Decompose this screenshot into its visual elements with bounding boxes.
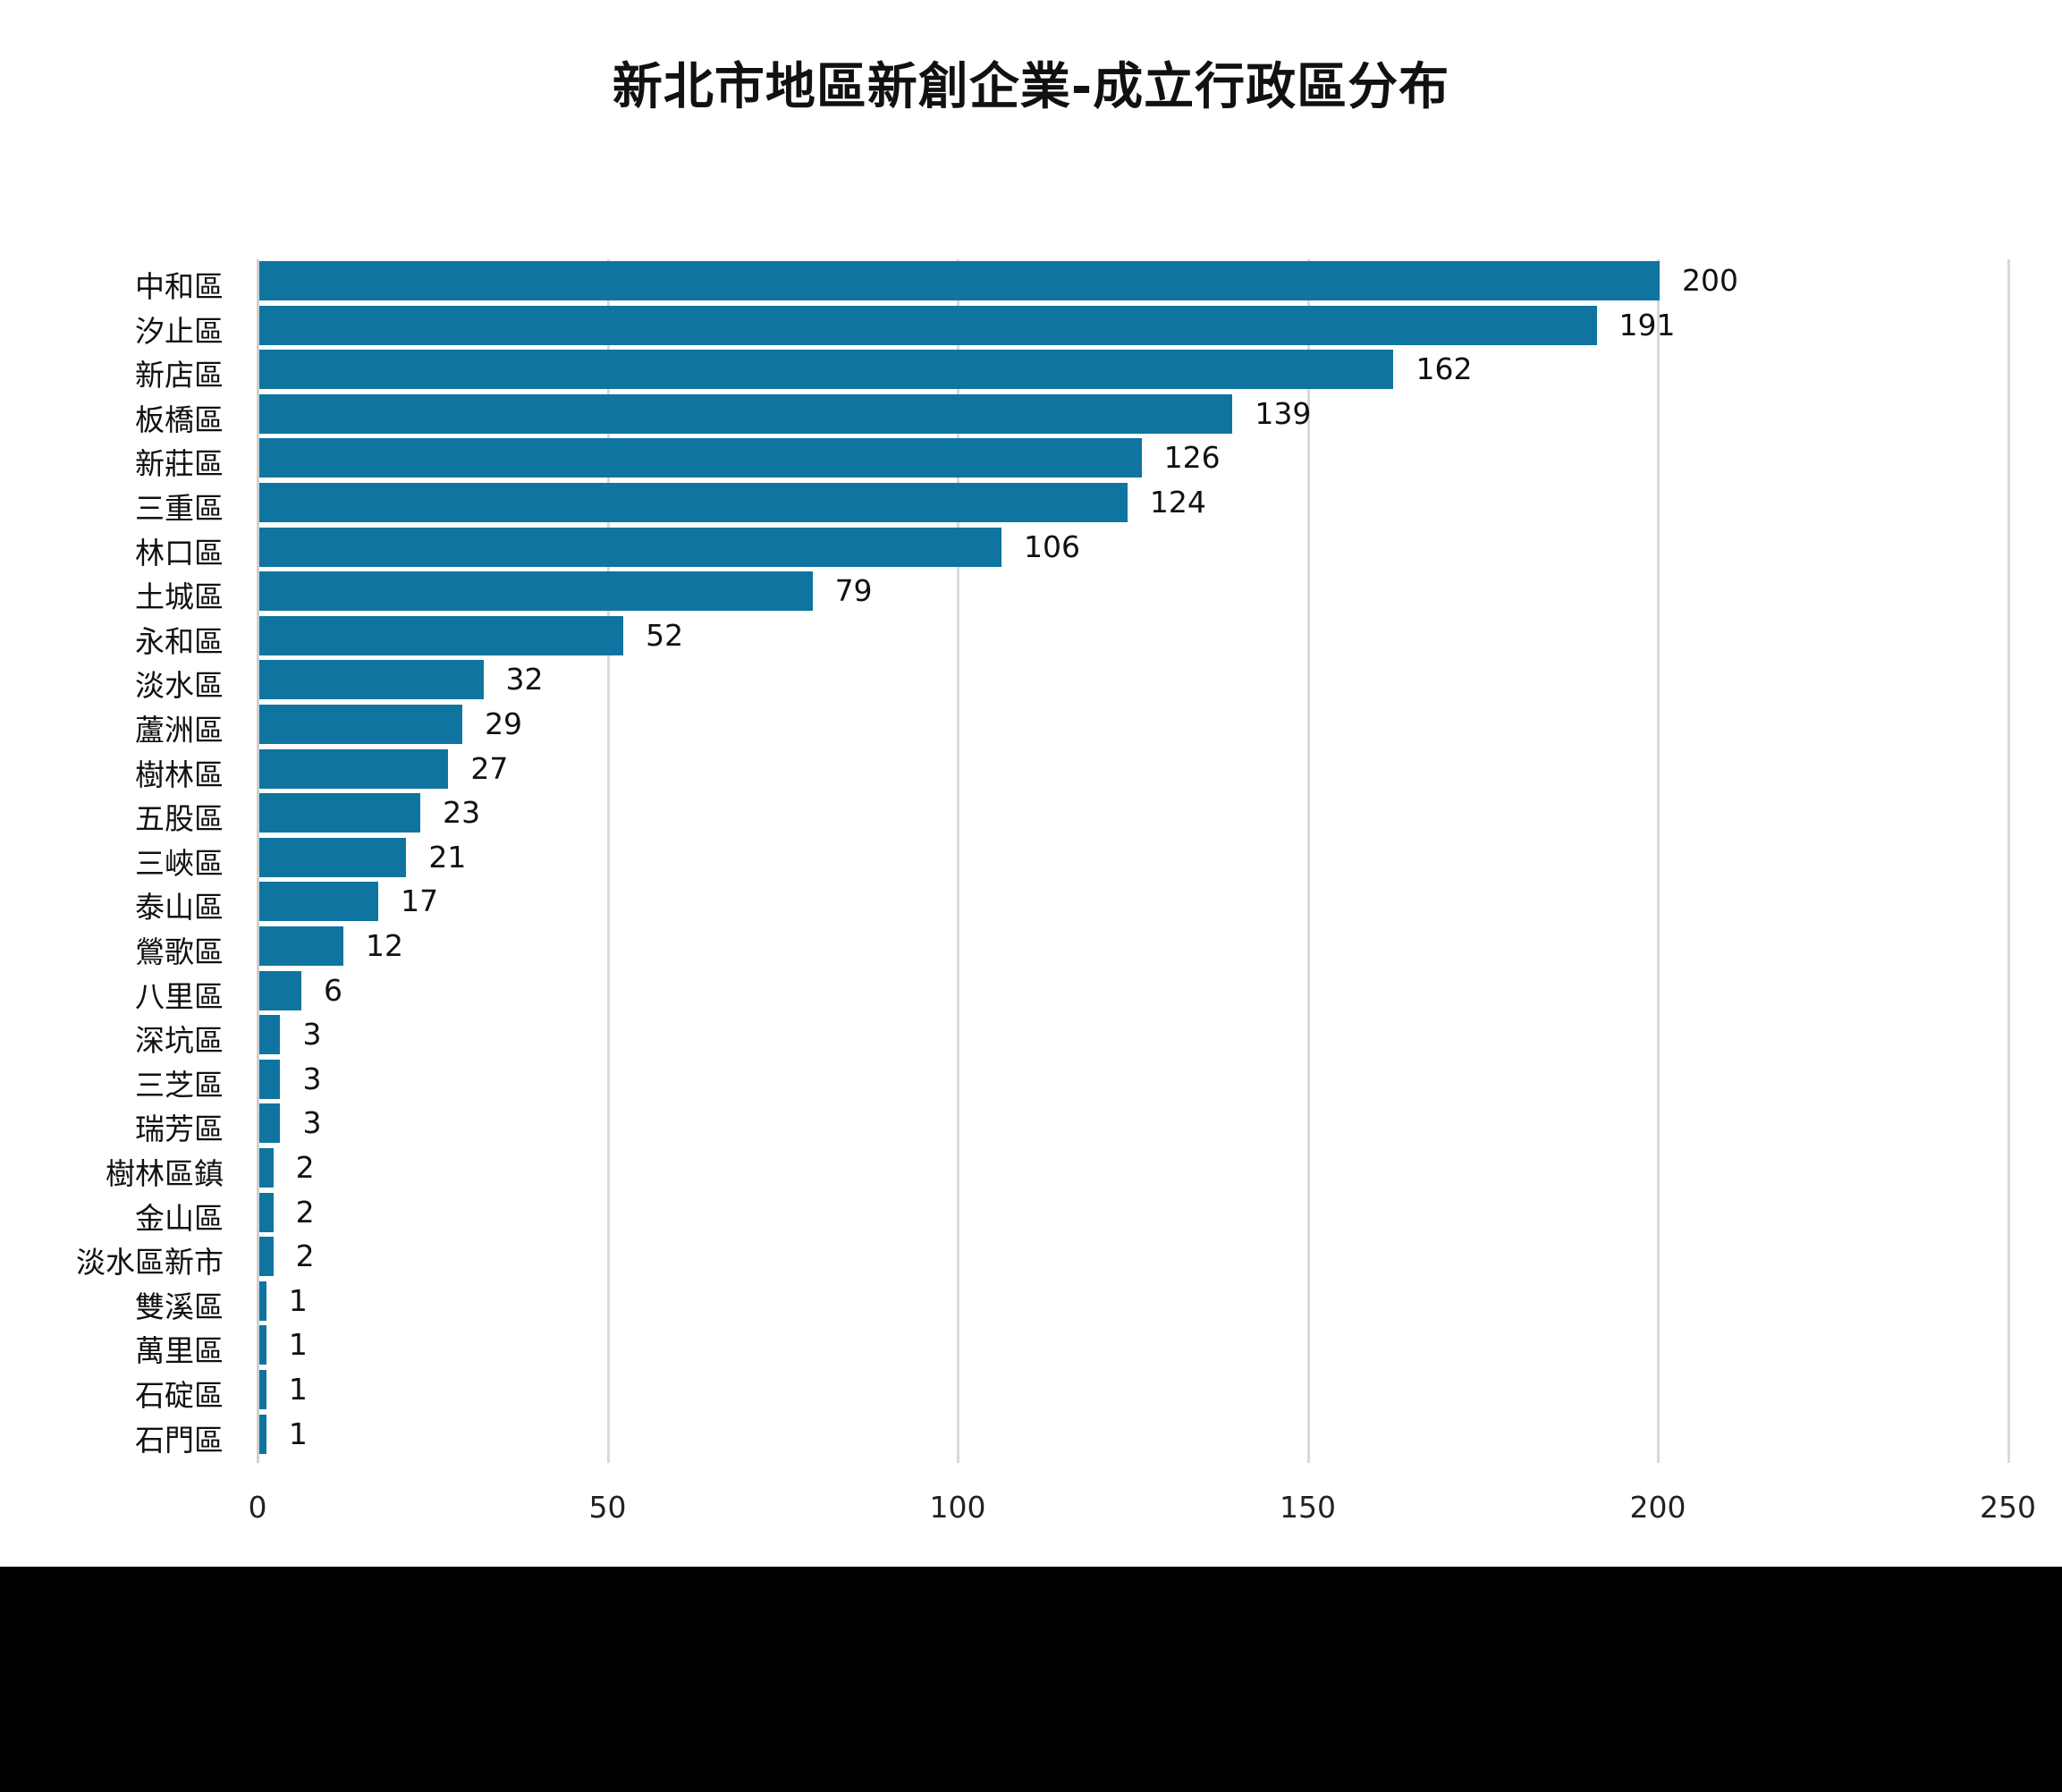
bar[interactable] bbox=[259, 350, 1394, 390]
category-label: 三重區 bbox=[135, 491, 224, 526]
bar[interactable] bbox=[259, 1059, 281, 1099]
data-label: 1 bbox=[288, 1416, 308, 1451]
category-label: 金山區 bbox=[135, 1200, 224, 1236]
category-label: 樹林區 bbox=[135, 757, 224, 792]
category-label: 瑞芳區 bbox=[135, 1112, 224, 1147]
x-tick-label: 250 bbox=[1980, 1490, 2036, 1525]
bar[interactable] bbox=[259, 1370, 266, 1409]
data-label: 1 bbox=[288, 1327, 308, 1363]
bar[interactable] bbox=[259, 571, 813, 612]
bar[interactable] bbox=[259, 1414, 266, 1454]
data-label: 2 bbox=[295, 1238, 315, 1274]
data-label: 29 bbox=[485, 706, 523, 741]
data-label: 106 bbox=[1023, 528, 1080, 564]
category-label: 蘆洲區 bbox=[135, 713, 224, 748]
data-label: 32 bbox=[505, 662, 544, 697]
chart-title: 新北市地區新創企業-成立行政區分布 bbox=[612, 58, 1450, 116]
gridline bbox=[1657, 259, 1660, 1463]
x-tick-label: 50 bbox=[588, 1490, 627, 1525]
bar[interactable] bbox=[259, 261, 1660, 300]
category-label: 永和區 bbox=[135, 623, 224, 659]
category-label: 樹林區鎮 bbox=[106, 1156, 224, 1191]
category-label: 淡水區 bbox=[135, 668, 224, 704]
category-label: 中和區 bbox=[135, 269, 224, 304]
data-label: 17 bbox=[401, 883, 439, 919]
bar[interactable] bbox=[259, 970, 301, 1010]
x-tick-label: 100 bbox=[929, 1490, 986, 1525]
x-tick-label: 150 bbox=[1280, 1490, 1336, 1525]
bar[interactable] bbox=[259, 882, 379, 922]
data-label: 3 bbox=[302, 1017, 322, 1052]
bar[interactable] bbox=[259, 1281, 266, 1321]
data-label: 23 bbox=[443, 795, 481, 831]
bar[interactable] bbox=[259, 527, 1001, 567]
data-label: 3 bbox=[302, 1105, 322, 1141]
y-axis-line bbox=[257, 259, 259, 1463]
category-label: 石碇區 bbox=[135, 1378, 224, 1413]
bar[interactable] bbox=[259, 393, 1233, 434]
gridline bbox=[2007, 259, 2010, 1463]
bar[interactable] bbox=[259, 793, 421, 833]
category-label: 板橋區 bbox=[135, 402, 224, 437]
data-label: 3 bbox=[302, 1061, 322, 1096]
category-label: 三芝區 bbox=[135, 1067, 224, 1103]
bar[interactable] bbox=[259, 1237, 274, 1277]
category-label: 石門區 bbox=[135, 1422, 224, 1458]
data-label: 79 bbox=[834, 573, 873, 609]
bar[interactable] bbox=[259, 660, 484, 700]
category-label: 深坑區 bbox=[135, 1023, 224, 1059]
data-label: 191 bbox=[1618, 307, 1676, 342]
data-label: 2 bbox=[295, 1150, 315, 1185]
category-label: 三峽區 bbox=[135, 845, 224, 881]
category-label: 鶯歌區 bbox=[135, 934, 224, 969]
category-label: 汐止區 bbox=[135, 313, 224, 349]
data-label: 126 bbox=[1163, 440, 1221, 476]
bar[interactable] bbox=[259, 1192, 274, 1232]
x-tick-label: 0 bbox=[248, 1490, 267, 1525]
data-label: 1 bbox=[288, 1282, 308, 1318]
bar[interactable] bbox=[259, 438, 1142, 478]
category-label: 新店區 bbox=[135, 358, 224, 393]
data-label: 162 bbox=[1416, 351, 1473, 387]
category-label: 八里區 bbox=[135, 978, 224, 1014]
x-tick-label: 200 bbox=[1629, 1490, 1686, 1525]
category-label: 新莊區 bbox=[135, 446, 224, 482]
gridline bbox=[1306, 259, 1310, 1463]
data-label: 1 bbox=[288, 1372, 308, 1407]
bar[interactable] bbox=[259, 1103, 281, 1144]
category-label: 雙溪區 bbox=[135, 1289, 224, 1324]
bar[interactable] bbox=[259, 1015, 281, 1055]
bar[interactable] bbox=[259, 305, 1597, 345]
data-label: 2 bbox=[295, 1194, 315, 1230]
bar[interactable] bbox=[259, 483, 1128, 522]
bar[interactable] bbox=[259, 1325, 266, 1365]
data-label: 6 bbox=[323, 972, 342, 1008]
bar[interactable] bbox=[259, 926, 343, 966]
bar[interactable] bbox=[259, 705, 463, 744]
data-label: 124 bbox=[1149, 485, 1206, 520]
data-label: 27 bbox=[470, 750, 509, 786]
bar[interactable] bbox=[259, 615, 624, 655]
data-label: 139 bbox=[1255, 395, 1312, 431]
bar[interactable] bbox=[259, 1148, 274, 1188]
category-label: 土城區 bbox=[135, 579, 224, 615]
category-label: 泰山區 bbox=[135, 890, 224, 926]
bar[interactable] bbox=[259, 837, 407, 877]
data-label: 12 bbox=[365, 928, 403, 963]
data-label: 200 bbox=[1682, 263, 1738, 298]
chart-canvas: 新北市地區新創企業-成立行政區分布 0 50 100 150 200 250 中和區 200 汐… bbox=[0, 0, 2062, 1567]
category-label: 淡水區新市 bbox=[76, 1245, 224, 1281]
gridline bbox=[957, 259, 959, 1463]
data-label: 52 bbox=[646, 617, 684, 653]
bar[interactable] bbox=[259, 748, 449, 789]
category-label: 林口區 bbox=[135, 535, 224, 571]
category-label: 五股區 bbox=[135, 801, 224, 837]
category-label: 萬里區 bbox=[135, 1333, 224, 1369]
data-label: 21 bbox=[428, 839, 467, 875]
gridline bbox=[606, 259, 610, 1463]
